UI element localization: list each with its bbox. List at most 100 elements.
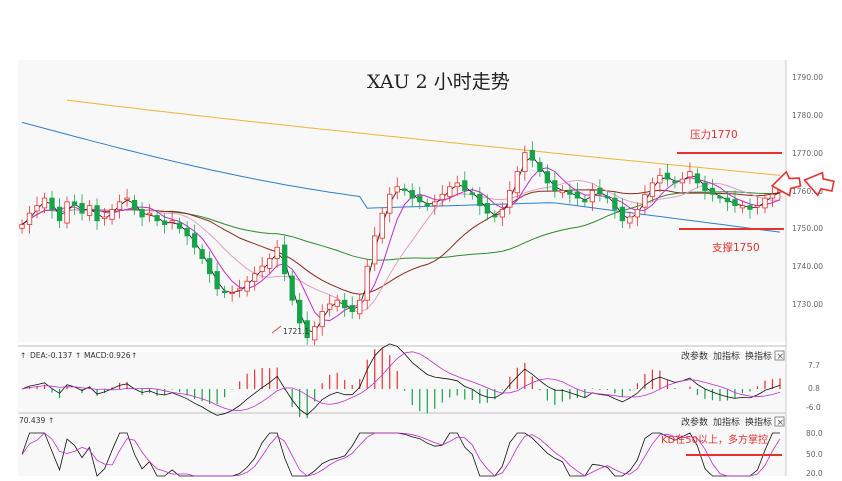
candle (439, 185, 445, 207)
candle (597, 179, 603, 202)
candle (49, 190, 55, 219)
right-arrow-icon (770, 170, 835, 197)
candle (19, 219, 25, 234)
candle (199, 244, 205, 264)
candle (702, 175, 708, 200)
macd-tick-bottom: -6.0 (806, 403, 821, 412)
candle (402, 183, 408, 196)
resistance-label: 压力1770 (690, 128, 738, 141)
candle (589, 183, 596, 211)
low-pointer (271, 325, 282, 334)
candle (739, 200, 746, 214)
candle (394, 177, 400, 200)
y-tick-1780: 1780.00 (792, 111, 823, 120)
kd-d-line (21, 432, 781, 477)
candle (762, 192, 768, 214)
macd-header: ↑ DEA:-0.137 ↑ MACD:0.926 ↑ (20, 351, 137, 360)
candle (724, 190, 731, 211)
candle (769, 187, 776, 208)
main-panel-bg (18, 60, 786, 342)
candle (282, 235, 288, 281)
candle (312, 321, 318, 346)
candle (131, 195, 138, 215)
macd-dea-line (21, 351, 781, 412)
kd-note: KD在50以上，多方掌控 (661, 433, 768, 446)
candle (432, 194, 438, 215)
candle (387, 187, 393, 223)
candle (649, 177, 656, 202)
candle (206, 251, 213, 283)
candle (274, 240, 280, 268)
candle (41, 192, 48, 214)
y-tick-1730: 1730.00 (792, 300, 823, 309)
candle (477, 187, 483, 215)
candle (327, 294, 333, 317)
candle (417, 186, 423, 210)
candle (604, 191, 611, 204)
candle (529, 141, 535, 168)
candle (522, 145, 528, 181)
kd-value-label: 70.439 (19, 416, 45, 425)
up-arrow-icon: ↑ (48, 416, 54, 425)
y-tick-1740: 1740.00 (792, 262, 823, 271)
kd-header: 70.439 ↑ (19, 416, 54, 425)
kd-tick-mid: 50.0 (806, 450, 823, 459)
kd-series (21, 432, 781, 477)
macd-panel-bg (18, 352, 786, 412)
candle (462, 171, 468, 198)
candle (161, 213, 168, 234)
candle (244, 276, 250, 297)
candle (184, 221, 190, 245)
candle (146, 204, 153, 222)
add-indicator-button[interactable]: 加指标 (713, 350, 740, 362)
candle (221, 285, 228, 298)
modify-params-button[interactable]: 改参数 (681, 416, 708, 428)
candle (582, 195, 588, 208)
candle (267, 253, 273, 274)
candle (86, 200, 93, 221)
chart-title: XAU 2 小时走势 (367, 71, 510, 93)
candle (634, 202, 641, 227)
kd-tick-top: 80.0 (806, 429, 823, 438)
switch-indicator-button[interactable]: 换指标 (745, 416, 772, 428)
candle (79, 194, 85, 221)
candle (154, 210, 160, 227)
candle (694, 168, 701, 189)
close-button[interactable]: × (777, 352, 785, 362)
up-arrow-icon: ↑ (131, 351, 137, 360)
candle (664, 164, 671, 187)
candle (642, 185, 648, 215)
low-label: 1721.1 (283, 327, 309, 336)
candle (259, 257, 265, 279)
candle (116, 194, 123, 219)
switch-indicator-button[interactable]: 换指标 (745, 350, 772, 362)
candle (544, 164, 550, 193)
close-icon[interactable] (774, 350, 785, 361)
add-indicator-button[interactable]: 加指标 (713, 416, 740, 428)
ma-blue-line (21, 121, 781, 233)
modify-params-button[interactable]: 改参数 (681, 350, 708, 362)
candle (514, 166, 520, 199)
macd-series (21, 343, 781, 419)
macd-axis: 7.7 0.8 -6.0 (806, 361, 821, 412)
price-axis: 1790.00 1780.00 1770.00 1760.00 1750.00 … (792, 73, 823, 309)
candle (492, 210, 498, 223)
candle (537, 157, 543, 177)
candle (552, 171, 558, 198)
candle (657, 168, 663, 193)
candle (289, 270, 295, 306)
candle (687, 162, 693, 185)
candle (94, 198, 100, 230)
candle (357, 294, 363, 320)
up-arrow-icon: ↑ (20, 351, 26, 360)
candle (484, 194, 490, 221)
kd-k-line (21, 432, 780, 477)
candle (499, 202, 505, 227)
macd-diff-line (21, 343, 781, 416)
candle (214, 262, 220, 297)
close-button[interactable]: × (777, 418, 785, 428)
close-icon[interactable] (774, 416, 785, 427)
support-label: 支撑1750 (712, 241, 760, 254)
candle (612, 190, 618, 219)
